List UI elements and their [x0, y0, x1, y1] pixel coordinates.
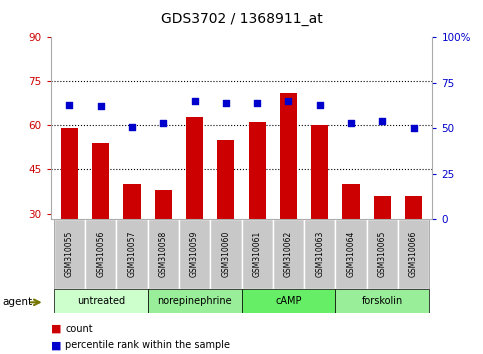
Text: GSM310064: GSM310064 — [346, 231, 355, 277]
Bar — [217, 140, 234, 302]
Point — [191, 98, 199, 104]
Point — [253, 100, 261, 105]
Bar — [179, 219, 210, 289]
Text: GSM310057: GSM310057 — [128, 231, 137, 277]
Bar — [155, 190, 172, 302]
Bar — [335, 289, 429, 313]
Bar — [242, 219, 273, 289]
Bar — [398, 219, 429, 289]
Point — [316, 102, 324, 108]
Text: GSM310058: GSM310058 — [159, 231, 168, 277]
Text: norepinephrine: norepinephrine — [157, 296, 232, 306]
Point — [97, 104, 105, 109]
Text: GSM310063: GSM310063 — [315, 231, 324, 277]
Text: ■: ■ — [51, 324, 61, 333]
Point — [222, 100, 230, 105]
Text: GSM310061: GSM310061 — [253, 231, 262, 277]
Bar — [374, 196, 391, 302]
Bar — [335, 219, 367, 289]
Text: cAMP: cAMP — [275, 296, 302, 306]
Point — [378, 118, 386, 124]
Text: GSM310066: GSM310066 — [409, 231, 418, 277]
Bar — [280, 93, 297, 302]
Bar — [273, 219, 304, 289]
Bar — [92, 143, 109, 302]
Text: GSM310062: GSM310062 — [284, 231, 293, 277]
Bar — [116, 219, 148, 289]
Text: count: count — [65, 324, 93, 333]
Text: GSM310060: GSM310060 — [221, 231, 230, 277]
Bar — [249, 122, 266, 302]
Bar — [186, 116, 203, 302]
Text: forskolin: forskolin — [362, 296, 403, 306]
Bar — [311, 125, 328, 302]
Bar — [148, 289, 242, 313]
Text: ■: ■ — [51, 340, 61, 350]
Point — [128, 124, 136, 129]
Bar — [124, 184, 141, 302]
Text: percentile rank within the sample: percentile rank within the sample — [65, 340, 230, 350]
Text: GSM310056: GSM310056 — [96, 231, 105, 277]
Point — [66, 102, 73, 108]
Bar — [405, 196, 422, 302]
Bar — [342, 184, 359, 302]
Bar — [304, 219, 335, 289]
Bar — [85, 219, 116, 289]
Bar — [148, 219, 179, 289]
Bar — [54, 289, 148, 313]
Bar — [242, 289, 335, 313]
Bar — [54, 219, 85, 289]
Point — [347, 120, 355, 126]
Text: GSM310055: GSM310055 — [65, 231, 74, 277]
Bar — [61, 128, 78, 302]
Text: agent: agent — [2, 297, 32, 307]
Bar — [367, 219, 398, 289]
Text: GSM310065: GSM310065 — [378, 231, 387, 277]
Text: GSM310059: GSM310059 — [190, 231, 199, 277]
Point — [159, 120, 167, 126]
Text: GDS3702 / 1368911_at: GDS3702 / 1368911_at — [161, 12, 322, 27]
Point — [410, 125, 417, 131]
Point — [284, 98, 292, 104]
Bar — [210, 219, 242, 289]
Text: untreated: untreated — [77, 296, 125, 306]
